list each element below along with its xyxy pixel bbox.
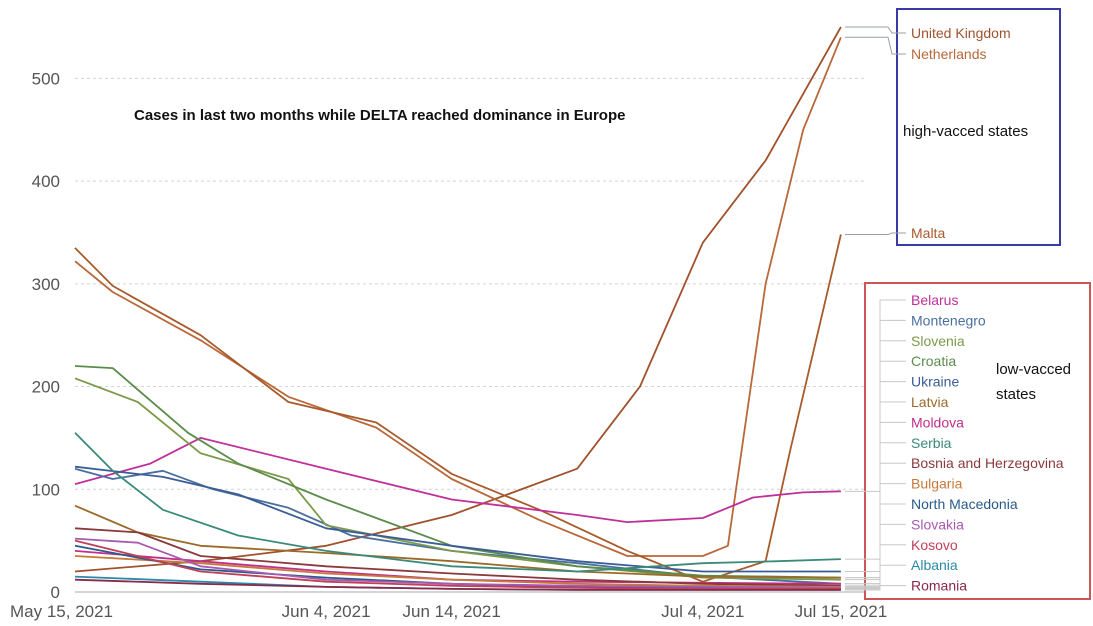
label-leader: [844, 232, 906, 236]
label-leader: [844, 299, 906, 492]
series-label: Montenegro: [911, 312, 986, 328]
y-tick-label: 0: [51, 583, 60, 602]
series-labels: United Kingdom Netherlands Malta Belarus Mon…: [911, 25, 1064, 594]
series-label: Ukraine: [911, 374, 959, 390]
low-vacced-box: [864, 282, 1091, 600]
x-tick-label: May 15, 2021: [10, 602, 113, 621]
series-label: Croatia: [911, 353, 956, 369]
label-leader: [844, 340, 906, 581]
series-label: Slovakia: [911, 516, 964, 532]
group-boxes: [864, 8, 1091, 600]
series-line: [74, 36, 842, 557]
series-label: Albania: [911, 557, 958, 573]
y-tick-label: 500: [32, 69, 60, 88]
series-line: [74, 527, 841, 587]
x-tick-label: Jun 4, 2021: [282, 602, 371, 621]
label-leader: [844, 523, 906, 589]
label-leader: [844, 26, 906, 34]
series-line: [74, 365, 841, 579]
label-leader: [844, 319, 906, 585]
low-vacced-annotation-line1: low-vacced: [996, 361, 1071, 378]
series-label: Serbia: [911, 435, 952, 451]
y-axis-ticks: 0 100 200 300 400 500: [32, 69, 60, 602]
series-label: Romania: [911, 578, 967, 594]
y-tick-label: 400: [32, 172, 60, 191]
y-tick-label: 100: [32, 480, 60, 499]
series-line: [74, 437, 841, 523]
x-tick-label: Jul 4, 2021: [661, 602, 744, 621]
series-line: [74, 537, 841, 589]
series-line: [74, 467, 841, 585]
series-line: [74, 504, 841, 579]
label-leader: [844, 544, 906, 590]
label-leader: [844, 381, 906, 572]
label-leaders: [844, 26, 906, 591]
series-label: United Kingdom: [911, 25, 1011, 41]
series-label: Kosovo: [911, 537, 958, 553]
series-label: Belarus: [911, 292, 958, 308]
headline-annotation: Cases in last two months while DELTA rea…: [134, 107, 625, 124]
label-leader: [844, 36, 906, 55]
series-label: Netherlands: [911, 46, 987, 62]
label-leader: [844, 442, 906, 560]
label-leader: [844, 585, 906, 591]
x-tick-label: Jul 15, 2021: [795, 602, 888, 621]
series-line: [74, 377, 841, 581]
series-label: Malta: [911, 225, 945, 241]
series-label: Bosnia and Herzegovina: [911, 455, 1064, 471]
series-label: Bulgaria: [911, 476, 963, 492]
series-label: Latvia: [911, 394, 949, 410]
y-tick-label: 300: [32, 275, 60, 294]
y-tick-label: 200: [32, 378, 60, 397]
series-line: [74, 432, 841, 573]
series-label: Slovenia: [911, 333, 965, 349]
high-vacced-box: [896, 8, 1061, 246]
series-line: [74, 234, 842, 583]
series-line: [74, 465, 841, 573]
x-tick-label: Jun 14, 2021: [403, 602, 501, 621]
high-vacced-annotation: high-vacced states: [903, 123, 1028, 140]
series-lines: [74, 26, 842, 591]
series-label: North Macedonia: [911, 496, 1018, 512]
low-vacced-annotation-line2: states: [996, 386, 1036, 403]
series-line: [74, 539, 841, 590]
label-leader: [844, 401, 906, 579]
gridlines: [75, 77, 866, 593]
x-axis-ticks: May 15, 2021 Jun 4, 2021 Jun 14, 2021 Jul 4…: [10, 602, 887, 621]
label-leader: [844, 503, 906, 589]
series-label: Moldova: [911, 414, 964, 430]
series-line: [74, 555, 841, 588]
series-line: [74, 26, 842, 573]
series-line: [74, 578, 841, 591]
